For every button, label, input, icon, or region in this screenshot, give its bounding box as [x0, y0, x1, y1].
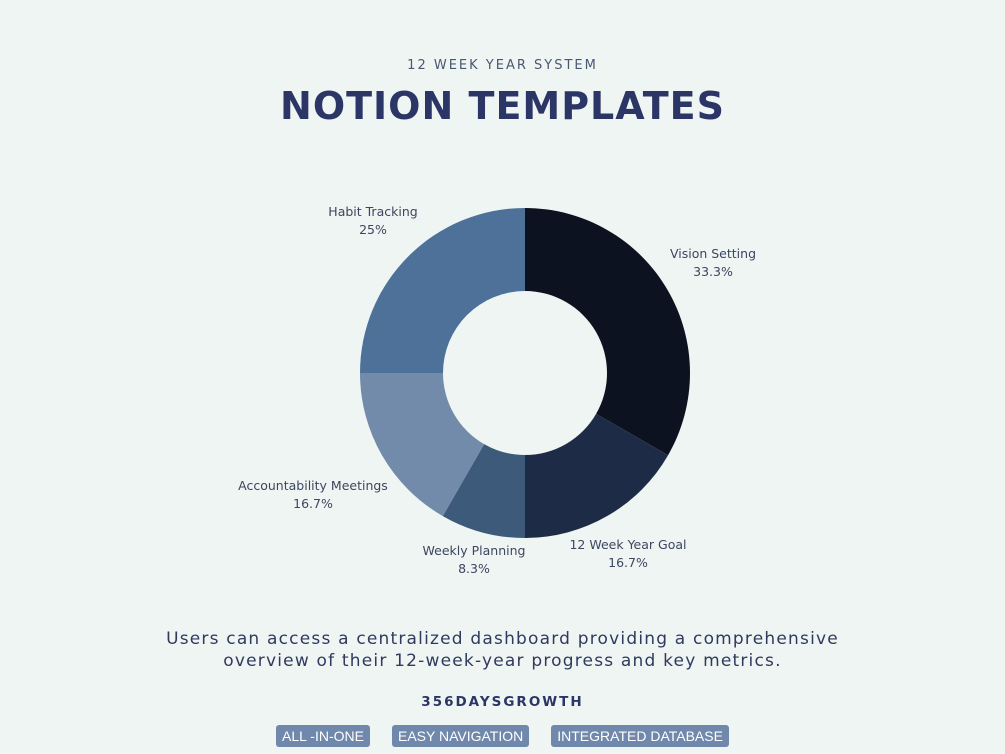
slice-value-label: 33.3%	[693, 264, 733, 279]
slice-label: Accountability Meetings	[238, 478, 388, 493]
slice-12-week-year-goal	[525, 413, 669, 538]
slice-label: Weekly Planning	[423, 543, 526, 558]
slice-value-label: 8.3%	[458, 561, 490, 576]
slice-weekly-planning	[442, 444, 525, 538]
slice-label: Habit Tracking	[328, 204, 417, 219]
tag-integrated-database: INTEGRATED DATABASE	[551, 725, 729, 747]
slice-value-label: 16.7%	[608, 555, 648, 570]
tag-all-in-one: ALL -IN-ONE	[276, 725, 370, 747]
slice-habit-tracking	[360, 208, 525, 373]
description-text: Users can access a centralized dashboard…	[166, 629, 839, 671]
page-title: NOTION TEMPLATES	[280, 84, 725, 128]
brand-name: 356DAYSGROWTH	[421, 694, 584, 710]
tag-list: ALL -IN-ONE EASY NAVIGATION INTEGRATED D…	[0, 725, 1005, 747]
donut-chart: Vision Setting 33.3% 12 Week Year Goal 16.7…	[238, 204, 756, 576]
slice-accountability-meetings	[360, 373, 485, 517]
labels-group: Vision Setting 33.3% 12 Week Year Goal 16.7…	[238, 204, 756, 576]
slice-label: Vision Setting	[670, 246, 756, 261]
slice-label: 12 Week Year Goal	[569, 537, 686, 552]
slice-value-label: 16.7%	[293, 496, 333, 511]
slice-vision-setting	[525, 208, 690, 456]
slice-value-label: 25%	[359, 222, 387, 237]
slices-group	[360, 208, 690, 538]
tag-easy-navigation: EASY NAVIGATION	[391, 725, 530, 747]
page-kicker: 12 WEEK YEAR SYSTEM	[407, 58, 598, 73]
